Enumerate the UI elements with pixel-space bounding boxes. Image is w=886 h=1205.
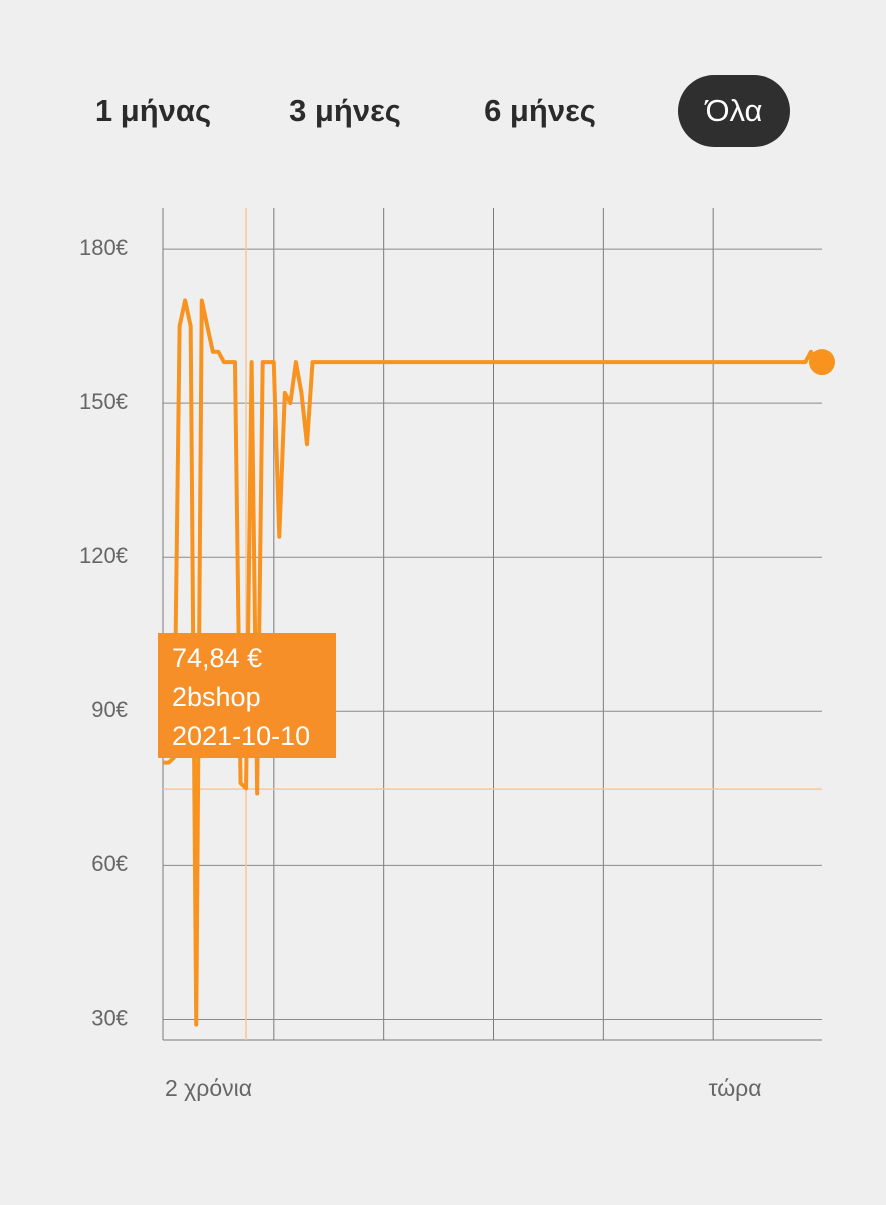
y-tick-label: 60€	[91, 851, 128, 876]
tooltip-box	[158, 633, 336, 758]
tooltip-label: 74,84 €	[172, 643, 262, 673]
chart: 30€ 60€ 90€ 120€ 150€ 180€ 2 χρόνια τώρα 74,84 €…	[79, 208, 835, 1101]
tabs: 1 μήνας 3 μήνες 6 μήνες Όλα	[95, 75, 790, 147]
tab[interactable]: Όλα	[704, 93, 763, 128]
x-label: τώρα	[708, 1075, 761, 1101]
tab[interactable]: 3 μήνες	[289, 93, 401, 128]
tooltip-date: 2021-10-10	[172, 721, 310, 751]
price-line	[163, 298, 822, 1027]
tab-active-bg	[678, 75, 790, 147]
last-point	[809, 349, 835, 376]
y-tick-label: 120€	[79, 543, 128, 568]
y-tick-label: 90€	[91, 697, 128, 722]
tooltip-shop: 2bshop	[172, 682, 261, 712]
y-tick-label: 180€	[79, 235, 128, 260]
x-label: 2 χρόνια	[165, 1075, 252, 1101]
tab[interactable]: 1 μήνας	[95, 93, 211, 128]
y-tick-label: 150€	[79, 389, 128, 414]
y-tick-label: 30€	[91, 1005, 128, 1030]
tab[interactable]: 6 μήνες	[484, 93, 596, 128]
